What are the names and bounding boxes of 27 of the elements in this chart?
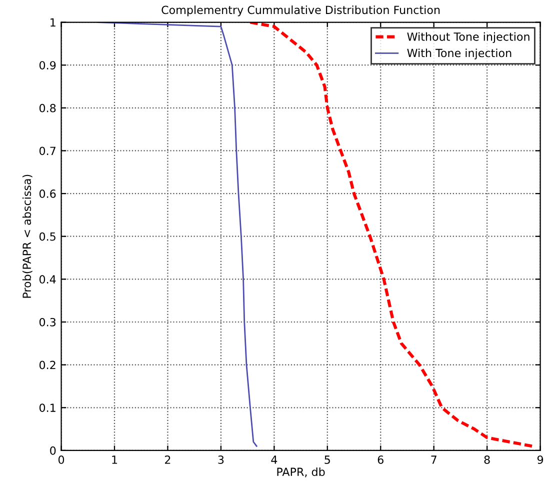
y-tick-label: 0.1 bbox=[39, 404, 56, 412]
x-tick-label: 9 bbox=[537, 456, 544, 464]
y-tick-label: 1 bbox=[50, 18, 56, 26]
x-tick-label: 4 bbox=[271, 456, 278, 464]
y-tick-label: 0.8 bbox=[39, 104, 56, 112]
y-tick-label: 0.3 bbox=[39, 318, 56, 326]
y-tick-label: 0.2 bbox=[39, 360, 56, 370]
line-series bbox=[248, 22, 534, 448]
legend-label: With Tone injection bbox=[407, 48, 512, 60]
y-tick-label: 0.5 bbox=[39, 232, 56, 241]
legend-label: Without Tone injection bbox=[407, 32, 530, 44]
x-axis-title: PAPR, db bbox=[277, 467, 325, 478]
x-tick-label: 0 bbox=[58, 456, 64, 464]
x-tick-label: 3 bbox=[218, 456, 224, 464]
y-tick-label: 0.6 bbox=[39, 190, 56, 198]
y-tick-label: 0 bbox=[50, 446, 56, 455]
y-axis-title: Prob(PAPR < abscissa) bbox=[22, 174, 32, 298]
x-tick-label: 2 bbox=[165, 456, 170, 464]
y-tick-label: 0.4 bbox=[39, 275, 56, 284]
x-tick-label: 6 bbox=[378, 456, 384, 464]
y-tick-label: 0.7 bbox=[39, 146, 56, 156]
chart-title: Complementry Cummulative Distribution Function bbox=[162, 6, 440, 16]
x-tick-label: 7 bbox=[431, 456, 436, 464]
x-tick-label: 8 bbox=[484, 456, 490, 464]
x-tick-label: 5 bbox=[324, 456, 330, 464]
y-tick-label: 0.9 bbox=[39, 61, 56, 70]
x-tick-label: 1 bbox=[112, 456, 118, 464]
